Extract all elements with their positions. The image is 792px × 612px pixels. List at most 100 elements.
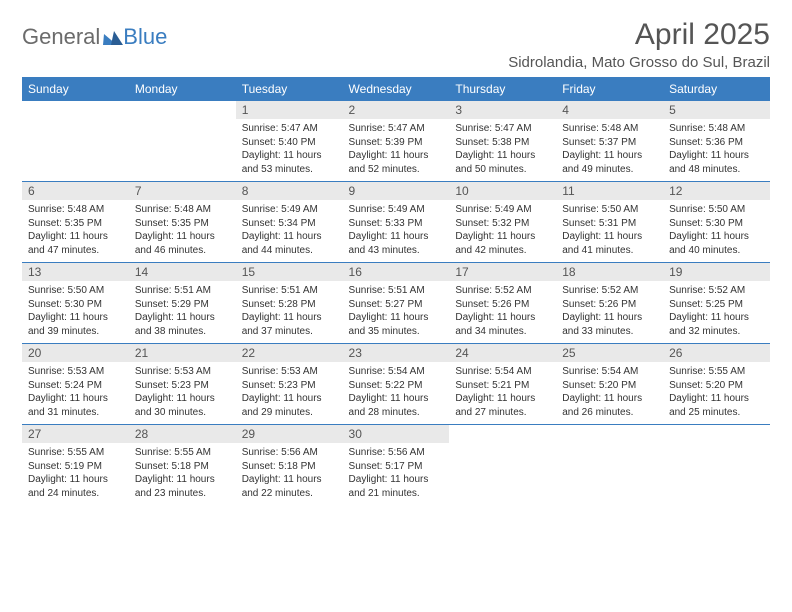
daylight-line: Daylight: 11 hours and 52 minutes. xyxy=(349,149,444,176)
day-number: 2 xyxy=(343,101,450,119)
column-header: Saturday xyxy=(663,78,770,101)
calendar-blank-cell xyxy=(22,101,129,182)
day-details: Sunrise: 5:49 AMSunset: 5:33 PMDaylight:… xyxy=(343,200,450,261)
daylight-line: Daylight: 11 hours and 23 minutes. xyxy=(135,473,230,500)
day-details: Sunrise: 5:48 AMSunset: 5:37 PMDaylight:… xyxy=(556,119,663,180)
calendar-day-cell: 2 Sunrise: 5:47 AMSunset: 5:39 PMDaylight… xyxy=(343,101,450,182)
calendar-week-row: 13Sunrise: 5:50 AMSunset: 5:30 PMDayligh… xyxy=(22,263,770,344)
column-header: Tuesday xyxy=(236,78,343,101)
calendar-day-cell: 15Sunrise: 5:51 AMSunset: 5:28 PMDayligh… xyxy=(236,263,343,344)
day-details: Sunrise: 5:56 AMSunset: 5:18 PMDaylight:… xyxy=(236,443,343,504)
sunset-line: Sunset: 5:26 PM xyxy=(562,298,657,312)
calendar-head: SundayMondayTuesdayWednesdayThursdayFrid… xyxy=(22,78,770,101)
day-details: Sunrise: 5:53 AMSunset: 5:24 PMDaylight:… xyxy=(22,362,129,423)
daylight-line: Daylight: 11 hours and 30 minutes. xyxy=(135,392,230,419)
day-number: 30 xyxy=(343,425,450,443)
sunrise-line: Sunrise: 5:51 AM xyxy=(135,284,230,298)
calendar-day-cell: 10Sunrise: 5:49 AMSunset: 5:32 PMDayligh… xyxy=(449,182,556,263)
sunset-line: Sunset: 5:28 PM xyxy=(242,298,337,312)
calendar-day-cell: 24Sunrise: 5:54 AMSunset: 5:21 PMDayligh… xyxy=(449,344,556,425)
daylight-line: Daylight: 11 hours and 49 minutes. xyxy=(562,149,657,176)
calendar-day-cell: 4Sunrise: 5:48 AMSunset: 5:37 PMDaylight… xyxy=(556,101,663,182)
sunrise-line: Sunrise: 5:48 AM xyxy=(669,122,764,136)
sunrise-line: Sunrise: 5:50 AM xyxy=(669,203,764,217)
day-details: Sunrise: 5:47 AMSunset: 5:38 PMDaylight:… xyxy=(449,119,556,180)
calendar-table: SundayMondayTuesdayWednesdayThursdayFrid… xyxy=(22,78,770,505)
daylight-line: Daylight: 11 hours and 31 minutes. xyxy=(28,392,123,419)
day-number: 18 xyxy=(556,263,663,281)
calendar-day-cell: 9Sunrise: 5:49 AMSunset: 5:33 PMDaylight… xyxy=(343,182,450,263)
day-number: 5 xyxy=(663,101,770,119)
day-details: Sunrise: 5:52 AMSunset: 5:26 PMDaylight:… xyxy=(449,281,556,342)
daylight-line: Daylight: 11 hours and 35 minutes. xyxy=(349,311,444,338)
sunset-line: Sunset: 5:37 PM xyxy=(562,136,657,150)
sunset-line: Sunset: 5:24 PM xyxy=(28,379,123,393)
day-details: Sunrise: 5:49 AMSunset: 5:34 PMDaylight:… xyxy=(236,200,343,261)
sunset-line: Sunset: 5:25 PM xyxy=(669,298,764,312)
day-number: 26 xyxy=(663,344,770,362)
calendar-day-cell: 22Sunrise: 5:53 AMSunset: 5:23 PMDayligh… xyxy=(236,344,343,425)
day-number: 19 xyxy=(663,263,770,281)
sunrise-line: Sunrise: 5:50 AM xyxy=(28,284,123,298)
sunset-line: Sunset: 5:39 PM xyxy=(349,136,444,150)
day-number: 8 xyxy=(236,182,343,200)
calendar-blank-cell xyxy=(663,425,770,506)
day-number: 25 xyxy=(556,344,663,362)
sunset-line: Sunset: 5:22 PM xyxy=(349,379,444,393)
calendar-day-cell: 7Sunrise: 5:48 AMSunset: 5:35 PMDaylight… xyxy=(129,182,236,263)
day-number: 4 xyxy=(556,101,663,119)
calendar-day-cell: 29Sunrise: 5:56 AMSunset: 5:18 PMDayligh… xyxy=(236,425,343,506)
sunrise-line: Sunrise: 5:47 AM xyxy=(349,122,444,136)
calendar-day-cell: 23Sunrise: 5:54 AMSunset: 5:22 PMDayligh… xyxy=(343,344,450,425)
day-details: Sunrise: 5:52 AMSunset: 5:25 PMDaylight:… xyxy=(663,281,770,342)
day-number: 11 xyxy=(556,182,663,200)
sunrise-line: Sunrise: 5:50 AM xyxy=(562,203,657,217)
column-header: Monday xyxy=(129,78,236,101)
day-number: 29 xyxy=(236,425,343,443)
sunset-line: Sunset: 5:23 PM xyxy=(135,379,230,393)
location-label: Sidrolandia, Mato Grosso do Sul, Brazil xyxy=(508,54,770,71)
sunset-line: Sunset: 5:29 PM xyxy=(135,298,230,312)
logo-text-blue: Blue xyxy=(123,24,167,50)
calendar-day-cell: 25Sunrise: 5:54 AMSunset: 5:20 PMDayligh… xyxy=(556,344,663,425)
day-details: Sunrise: 5:54 AMSunset: 5:21 PMDaylight:… xyxy=(449,362,556,423)
calendar-day-cell: 16Sunrise: 5:51 AMSunset: 5:27 PMDayligh… xyxy=(343,263,450,344)
sunset-line: Sunset: 5:35 PM xyxy=(135,217,230,231)
daylight-line: Daylight: 11 hours and 25 minutes. xyxy=(669,392,764,419)
daylight-line: Daylight: 11 hours and 21 minutes. xyxy=(349,473,444,500)
sunrise-line: Sunrise: 5:53 AM xyxy=(28,365,123,379)
daylight-line: Daylight: 11 hours and 37 minutes. xyxy=(242,311,337,338)
header: General Blue April 2025 Sidrolandia, Mat… xyxy=(22,18,770,71)
day-number: 22 xyxy=(236,344,343,362)
day-number: 27 xyxy=(22,425,129,443)
day-details: Sunrise: 5:53 AMSunset: 5:23 PMDaylight:… xyxy=(129,362,236,423)
day-details: Sunrise: 5:55 AMSunset: 5:18 PMDaylight:… xyxy=(129,443,236,504)
calendar-day-cell: 13Sunrise: 5:50 AMSunset: 5:30 PMDayligh… xyxy=(22,263,129,344)
sunrise-line: Sunrise: 5:52 AM xyxy=(562,284,657,298)
daylight-line: Daylight: 11 hours and 42 minutes. xyxy=(455,230,550,257)
calendar-day-cell: 17Sunrise: 5:52 AMSunset: 5:26 PMDayligh… xyxy=(449,263,556,344)
page-title: April 2025 xyxy=(508,18,770,52)
calendar-day-cell: 5Sunrise: 5:48 AMSunset: 5:36 PMDaylight… xyxy=(663,101,770,182)
daylight-line: Daylight: 11 hours and 40 minutes. xyxy=(669,230,764,257)
sunrise-line: Sunrise: 5:53 AM xyxy=(242,365,337,379)
day-details: Sunrise: 5:48 AMSunset: 5:35 PMDaylight:… xyxy=(22,200,129,261)
sunrise-line: Sunrise: 5:52 AM xyxy=(455,284,550,298)
logo-triangle-icon xyxy=(103,29,123,45)
calendar-body: 1Sunrise: 5:47 AMSunset: 5:40 PMDaylight… xyxy=(22,101,770,506)
sunset-line: Sunset: 5:34 PM xyxy=(242,217,337,231)
day-details: Sunrise: 5:50 AMSunset: 5:31 PMDaylight:… xyxy=(556,200,663,261)
sunset-line: Sunset: 5:30 PM xyxy=(28,298,123,312)
calendar-day-cell: 18 Sunrise: 5:52 AMSunset: 5:26 PMDayligh… xyxy=(556,263,663,344)
title-block: April 2025 Sidrolandia, Mato Grosso do S… xyxy=(508,18,770,71)
daylight-line: Daylight: 11 hours and 32 minutes. xyxy=(669,311,764,338)
calendar-blank-cell xyxy=(556,425,663,506)
sunrise-line: Sunrise: 5:49 AM xyxy=(455,203,550,217)
daylight-line: Daylight: 11 hours and 43 minutes. xyxy=(349,230,444,257)
sunset-line: Sunset: 5:21 PM xyxy=(455,379,550,393)
daylight-line: Daylight: 11 hours and 33 minutes. xyxy=(562,311,657,338)
calendar-day-cell: 19Sunrise: 5:52 AMSunset: 5:25 PMDayligh… xyxy=(663,263,770,344)
daylight-line: Daylight: 11 hours and 26 minutes. xyxy=(562,392,657,419)
calendar-week-row: 1Sunrise: 5:47 AMSunset: 5:40 PMDaylight… xyxy=(22,101,770,182)
day-number: 17 xyxy=(449,263,556,281)
